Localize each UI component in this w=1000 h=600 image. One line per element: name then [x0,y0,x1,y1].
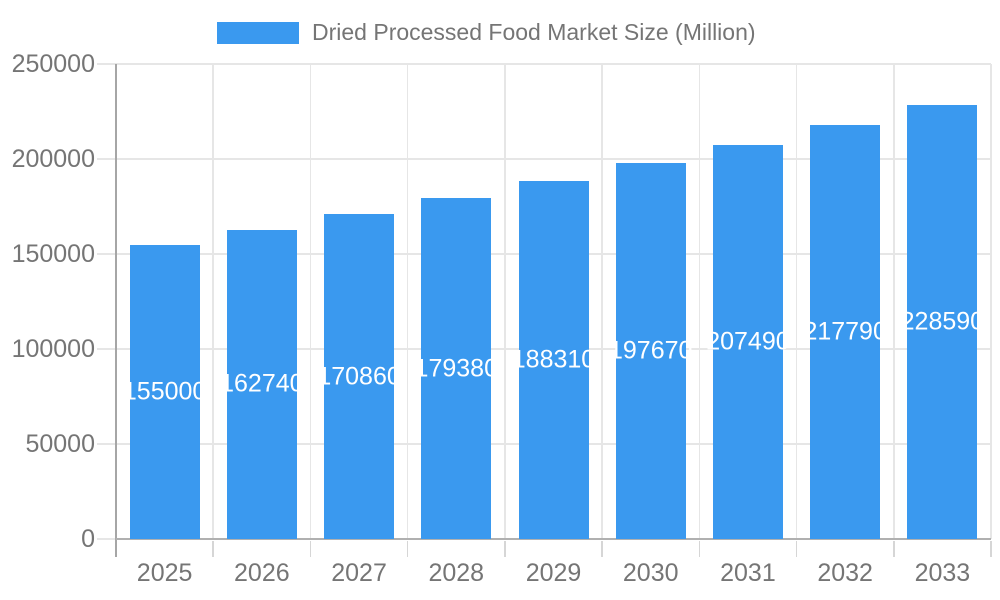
h-gridline [97,158,991,160]
x-axis-tick [601,541,603,557]
x-axis-tick-label: 2026 [234,559,290,587]
legend-swatch-icon [217,21,299,44]
v-gridline [309,64,312,539]
bar-2030[interactable] [615,163,686,539]
y-axis-tick-label: 250000 [11,50,95,78]
x-axis-tick-label: 2028 [428,559,485,587]
x-axis-tick-label: 2031 [720,559,776,587]
x-axis-tick [406,541,409,557]
x-axis-tick [795,541,798,557]
v-gridline [795,64,798,539]
y-axis-tick-label: 200000 [11,145,95,173]
bar-2032[interactable] [810,125,881,539]
x-axis-tick-label: 2032 [817,559,873,587]
bar-2025[interactable] [129,244,200,539]
bar-2029[interactable] [518,181,589,539]
x-axis-tick [893,541,895,557]
bar-2033[interactable] [907,104,978,539]
x-axis-line [116,538,991,540]
x-axis-tick [309,541,312,557]
v-gridline [990,64,992,539]
bar-2028[interactable] [421,198,492,539]
v-gridline [406,64,409,539]
v-gridline [601,64,603,539]
h-gridline [97,63,991,65]
v-gridline [212,64,214,539]
bar-2031[interactable] [712,144,783,539]
y-zero-tick [97,538,116,540]
bar-2027[interactable] [324,214,395,539]
y-axis-tick-label: 100000 [11,335,95,363]
x-axis-tick-label: 2030 [622,559,679,587]
x-axis-tick [698,541,701,557]
x-axis-tick [504,541,506,557]
y-axis-line [115,64,117,557]
y-axis-tick-label: 0 [81,525,95,553]
v-gridline [504,64,506,539]
y-axis-tick-label: 50000 [25,430,95,458]
x-axis-tick-label: 2027 [331,559,387,587]
x-axis-tick [212,541,214,557]
legend-label: Dried Processed Food Market Size (Millio… [312,19,756,45]
legend[interactable]: Dried Processed Food Market Size (Millio… [217,21,756,44]
x-axis-tick [990,541,992,557]
v-gridline [698,64,701,539]
v-gridline [893,64,895,539]
y-axis-tick-label: 150000 [11,240,95,268]
x-axis-tick-label: 2029 [525,559,582,587]
bar-2026[interactable] [226,229,297,539]
x-axis-tick-label: 2025 [136,559,193,587]
x-axis-tick-label: 2033 [914,559,971,587]
